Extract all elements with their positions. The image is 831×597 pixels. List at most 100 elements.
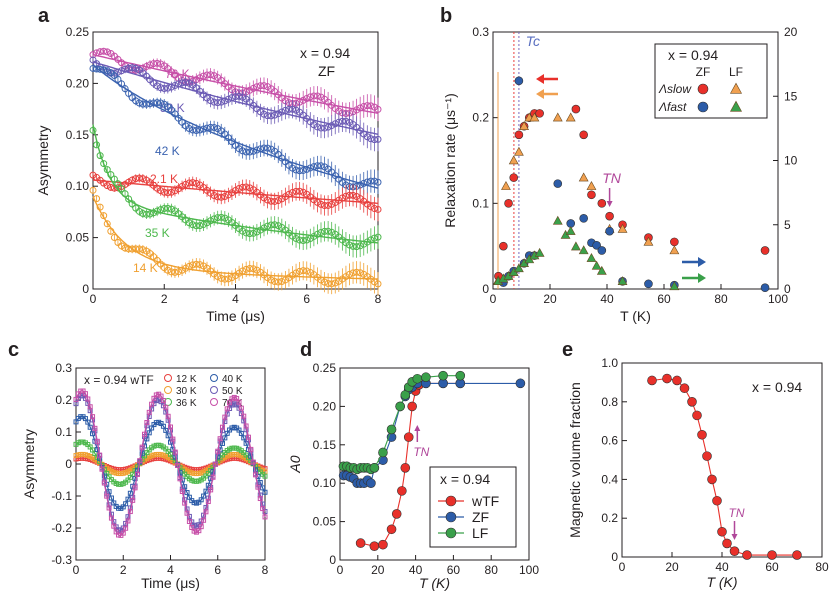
legend: x = 0.94 ZF LF Λslow Λfast <box>654 43 768 119</box>
y-tick-label: 0.25 <box>66 25 90 39</box>
data-point <box>214 99 222 107</box>
y-right-tick-label: 0 <box>784 282 791 296</box>
data-point <box>438 370 448 381</box>
data-point <box>153 82 161 90</box>
x-tick-label: 4 <box>167 563 174 577</box>
x-tick-label: 60 <box>447 563 461 577</box>
data-point <box>342 117 350 125</box>
data-point <box>85 419 91 425</box>
data-point <box>110 234 118 242</box>
data-point <box>167 205 175 213</box>
data-point <box>672 375 682 386</box>
x-tick-label: 40 <box>715 560 729 574</box>
y-tick-label: 0.15 <box>313 438 337 452</box>
data-point <box>139 100 147 108</box>
data-point <box>397 486 407 496</box>
data-point <box>196 222 204 230</box>
data-point <box>313 162 321 170</box>
data-point <box>210 72 218 80</box>
fit-line <box>92 124 379 244</box>
y-tick-label: -0.3 <box>51 553 72 567</box>
data-point <box>374 135 382 143</box>
data-point <box>249 265 257 273</box>
legend-col-zf: ZF <box>696 65 711 79</box>
data-point <box>534 247 545 257</box>
data-point <box>121 65 129 73</box>
data-point <box>157 187 165 195</box>
data-point <box>125 195 133 203</box>
data-point <box>163 427 169 433</box>
data-point <box>346 241 353 249</box>
data-point <box>260 82 268 90</box>
data-point <box>201 517 207 523</box>
y-tick-label: 0.25 <box>313 361 337 375</box>
x-tick-label: 8 <box>262 563 269 577</box>
annotation-zf: ZF <box>318 63 335 79</box>
data-point <box>135 207 143 215</box>
data-point <box>514 130 524 140</box>
data-point <box>235 92 243 100</box>
series-label: 2.1 K <box>150 172 178 186</box>
tn-arrowhead <box>414 425 421 431</box>
data-point <box>235 185 243 193</box>
x-tick-label: 4 <box>232 292 239 306</box>
fit-line <box>92 61 379 135</box>
data-point <box>210 191 218 199</box>
data-point <box>662 373 672 384</box>
data-point <box>324 201 332 209</box>
data-point <box>198 524 204 530</box>
data-point <box>236 399 242 405</box>
data-point <box>565 112 576 122</box>
panel-label-c: c <box>8 339 19 361</box>
series-label: 14 K <box>133 261 158 275</box>
data-point <box>271 278 279 286</box>
data-point <box>96 48 104 56</box>
data-point <box>167 188 175 196</box>
data-point <box>378 539 388 550</box>
data-point <box>267 197 275 205</box>
data-point <box>596 265 607 275</box>
data-point <box>363 102 371 110</box>
data-point <box>165 433 171 439</box>
fit-line <box>92 196 379 280</box>
panel-e: e 0 20 40 60 80 0 0.2 0.4 0.6 0.8 1.0 T (K) Magnetic … <box>562 339 829 590</box>
data-point <box>123 525 129 531</box>
data-point <box>89 186 97 194</box>
data-point <box>248 453 254 459</box>
x-tick-label: 2 <box>120 563 127 577</box>
y-tick-label: 0.1 <box>472 196 489 210</box>
data-point <box>285 105 293 113</box>
x-tick-label: 60 <box>657 292 671 306</box>
annotation-x: x = 0.94 <box>300 45 350 61</box>
data-point <box>185 124 193 132</box>
data-point <box>221 97 229 105</box>
data-point <box>89 56 97 64</box>
x-tick-label: 40 <box>409 563 423 577</box>
data-point <box>707 474 717 485</box>
data-point <box>135 245 143 253</box>
data-point <box>149 401 155 407</box>
y-tick-label: 0 <box>65 457 72 471</box>
legend-title: x = 0.94 <box>440 471 490 487</box>
legend-box <box>429 466 517 548</box>
data-point <box>579 214 588 223</box>
data-point <box>160 205 168 213</box>
legend-marker <box>445 511 457 523</box>
series-label: 35 K <box>145 226 170 240</box>
data-point <box>374 178 382 186</box>
data-point <box>509 173 519 182</box>
legend-marker <box>210 386 218 394</box>
data-point <box>535 109 544 118</box>
data-point <box>232 272 239 280</box>
data-point <box>367 135 375 143</box>
data-point <box>164 84 172 92</box>
data-point <box>103 48 111 56</box>
data-point <box>605 211 614 221</box>
x-tick-label: 0 <box>490 292 497 306</box>
data-point <box>185 79 193 87</box>
data-point <box>262 489 268 495</box>
data-point <box>702 451 712 461</box>
data-point <box>292 166 300 174</box>
x-tick-label: 40 <box>600 292 614 306</box>
